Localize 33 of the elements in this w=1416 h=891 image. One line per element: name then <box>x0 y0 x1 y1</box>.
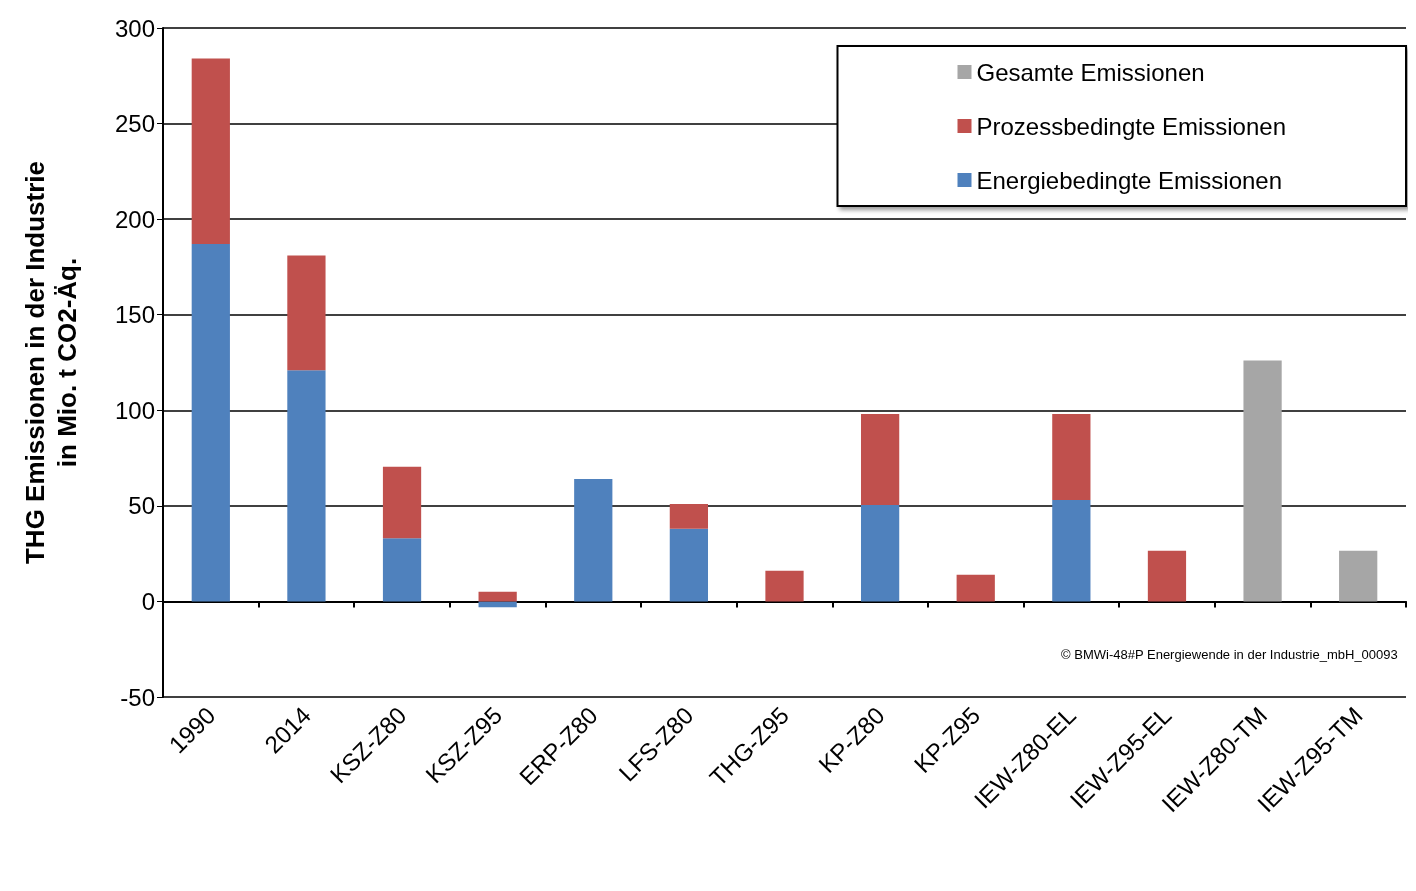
y-tick-label: 150 <box>114 301 155 329</box>
bar <box>191 243 230 602</box>
bar <box>287 255 326 371</box>
bar <box>956 574 995 602</box>
bar <box>1243 360 1282 602</box>
bar <box>478 601 517 608</box>
bar <box>1052 414 1091 501</box>
bar <box>574 479 613 602</box>
bar <box>287 370 326 602</box>
bar <box>478 591 517 602</box>
y-axis-title: THG Emissionen in der Industrie in Mio. t CO2-Äq. <box>20 160 82 565</box>
bar <box>1147 550 1187 602</box>
bar <box>1339 550 1378 602</box>
y-tick-label: 300 <box>114 14 155 42</box>
legend-label: Prozessbedingte Emissionen <box>976 112 1287 140</box>
legend-label: Energiebedingte Emissionen <box>976 166 1283 194</box>
bar <box>382 538 422 602</box>
bar <box>860 414 900 505</box>
bar <box>1052 500 1091 602</box>
bar <box>860 504 900 602</box>
bar <box>765 570 804 602</box>
legend-label: Gesamte Emissionen <box>976 58 1205 86</box>
bar <box>669 528 709 602</box>
annotation: © BMWi-48#P Energiewende in der Industrie_mbH_00093 <box>1061 647 1398 662</box>
y-tick-label: 50 <box>128 492 155 520</box>
y-tick-label: 250 <box>114 110 155 138</box>
bar <box>191 58 230 244</box>
y-tick-label: 100 <box>114 396 155 424</box>
bar <box>382 466 422 539</box>
bar <box>669 503 709 529</box>
y-tick-label: 200 <box>114 205 155 233</box>
y-tick-label: -50 <box>120 683 155 711</box>
y-tick-label: 0 <box>141 587 155 615</box>
